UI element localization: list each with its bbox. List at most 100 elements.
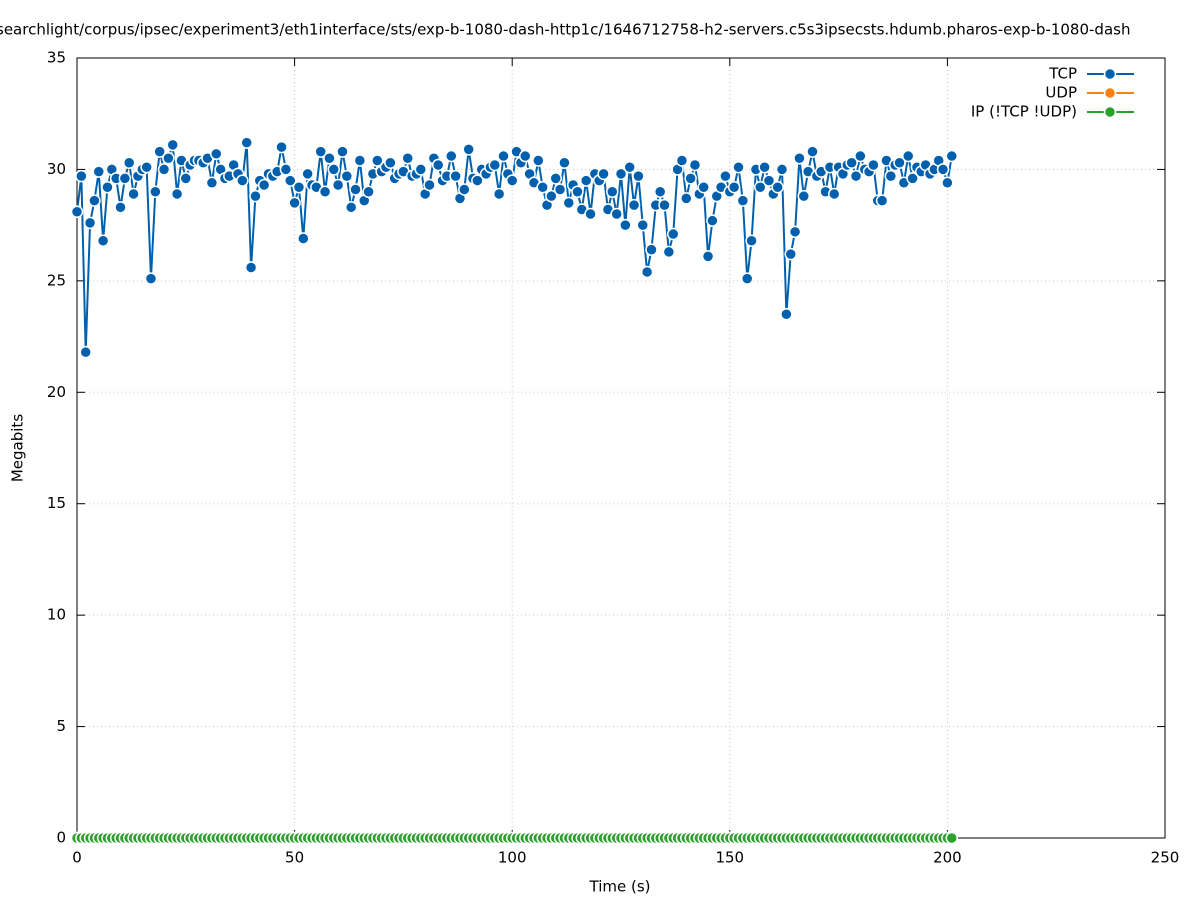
data-point [788,225,802,239]
data-point [166,138,179,152]
data-point [301,167,314,181]
legend-marker [1103,105,1117,119]
data-point [114,201,127,214]
data-point [684,172,697,185]
data-point [614,167,628,181]
x-axis-label: Time (s) [589,878,651,896]
data-point [571,185,584,198]
data-point [597,167,610,181]
legend-marker [1103,86,1117,100]
data-point [492,187,506,201]
data-point [297,232,310,245]
data-point [162,152,175,165]
data-point [762,174,776,187]
data-point [941,176,954,190]
data-point [732,160,745,174]
data-point [797,189,811,203]
data-point [640,265,654,279]
data-point [579,174,593,187]
y-tick-label: 20 [47,383,66,401]
data-point [736,194,750,207]
data-point [288,196,301,210]
data-point [279,163,293,176]
data-point [205,176,219,190]
data-point [283,174,297,187]
data-point [423,178,436,192]
data-point [627,198,641,212]
data-point [745,234,758,247]
data-point [88,194,101,207]
data-point [845,156,858,169]
data-point [906,172,919,185]
data-point [340,169,354,183]
data-point [623,160,636,174]
x-tick-label: 0 [72,849,82,867]
y-tick-label: 10 [47,606,66,624]
data-point [945,831,959,845]
data-point [754,181,767,194]
data-point [118,172,132,185]
data-point [292,181,306,194]
data-point [505,174,519,187]
legend-label: UDP [1045,84,1077,102]
data-point [401,152,415,165]
data-point [901,149,915,163]
chart-title: searchlight/corpus/ipsec/experiment3/eth… [0,21,1130,39]
data-point [327,163,341,176]
data-point [562,196,576,210]
x-tick-label: 200 [933,849,962,867]
data-point [806,145,819,158]
y-axis-label: Megabits [9,414,27,482]
data-point [849,169,863,183]
y-tick-label: 15 [47,494,66,512]
y-tick-label: 25 [47,271,66,289]
data-point [92,165,106,178]
data-point [210,147,223,161]
data-point [758,160,771,174]
data-point [275,140,288,154]
legend-label: IP (!TCP !UDP) [971,103,1077,121]
data-point [884,169,898,183]
data-point [658,198,671,212]
data-point [83,216,97,230]
data-point [606,185,619,198]
data-point [619,218,632,232]
data-point [179,172,193,185]
data-point [127,187,140,201]
data-point [701,250,715,263]
data-point [240,136,253,149]
data-point [144,272,158,285]
y-tick-label: 0 [56,829,66,847]
data-point [549,172,562,185]
legend-label: TCP [1048,65,1077,83]
data-point [775,163,789,176]
data-point [727,181,741,194]
data-point [445,149,458,163]
data-point [157,163,171,176]
data-point [249,189,262,203]
legend-marker [1103,67,1117,81]
data-point [497,149,510,163]
x-tick-label: 50 [285,849,304,867]
data-point [519,149,532,163]
data-point [771,181,784,194]
data-point [532,154,545,167]
data-point [371,154,384,167]
data-point [431,158,445,172]
data-point [893,156,906,169]
data-point [536,181,549,194]
data-point [122,156,136,169]
data-point [349,183,362,196]
data-point [96,234,110,247]
data-point [344,201,358,214]
data-point [140,160,153,174]
data-point [458,183,471,196]
y-tick-label: 5 [56,717,66,735]
data-point [75,169,88,183]
data-point [697,181,710,194]
data-point [666,227,680,241]
data-point [706,214,719,227]
data-point [70,205,84,219]
data-point [675,154,689,167]
